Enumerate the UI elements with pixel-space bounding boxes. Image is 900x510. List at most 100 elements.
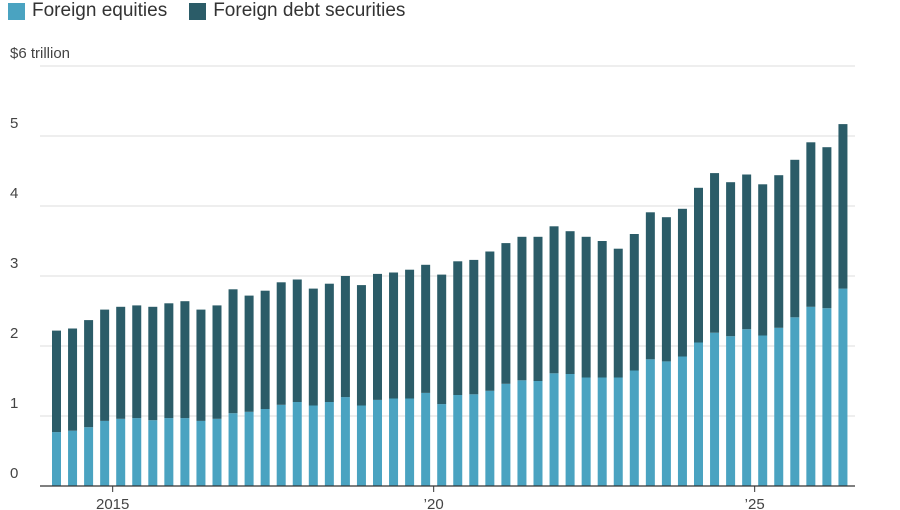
- bar-foreign-equities: [838, 288, 848, 486]
- bar-foreign-equities: [469, 394, 479, 486]
- bar-foreign-debt-securities: [308, 288, 318, 406]
- bar-foreign-debt-securities: [469, 259, 479, 395]
- bar-foreign-equities: [421, 392, 431, 486]
- bar-foreign-debt-securities: [517, 236, 527, 381]
- bar-foreign-equities: [437, 404, 447, 486]
- bar-foreign-debt-securities: [212, 305, 222, 419]
- bar-foreign-equities: [148, 420, 158, 486]
- legend-label-foreign-equities: Foreign equities: [32, 0, 168, 21]
- bar-foreign-debt-securities: [373, 273, 382, 400]
- x-tick-label: 2015: [96, 496, 129, 510]
- bar-foreign-equities: [276, 404, 286, 486]
- bar-foreign-equities: [260, 409, 270, 486]
- y-tick-label: $6 trillion: [10, 45, 70, 62]
- bar-foreign-equities: [292, 402, 302, 486]
- bar-foreign-debt-securities: [68, 328, 78, 431]
- bar-foreign-equities: [485, 390, 495, 486]
- bar-foreign-debt-securities: [806, 142, 816, 307]
- bar-foreign-debt-securities: [437, 274, 447, 405]
- bar-foreign-debt-securities: [613, 248, 623, 378]
- y-tick-label: 3: [10, 255, 18, 272]
- bar-foreign-equities: [308, 405, 318, 486]
- bar-foreign-equities: [180, 418, 190, 486]
- bar-foreign-debt-securities: [324, 283, 334, 402]
- bar-foreign-debt-securities: [822, 147, 832, 309]
- bar-foreign-debt-securities: [694, 187, 703, 343]
- bar-foreign-equities: [677, 356, 687, 486]
- bar-foreign-equities: [822, 308, 832, 486]
- bar-foreign-debt-securities: [549, 226, 559, 374]
- bar-foreign-debt-securities: [52, 330, 61, 433]
- bar-foreign-debt-securities: [116, 306, 126, 419]
- bar-foreign-debt-securities: [501, 243, 511, 384]
- y-tick-label: 5: [10, 115, 18, 132]
- bar-foreign-debt-securities: [661, 217, 671, 362]
- bar-foreign-equities: [613, 377, 623, 486]
- bar-foreign-equities: [84, 427, 94, 486]
- bar-foreign-debt-securities: [180, 301, 190, 419]
- bar-foreign-debt-securities: [726, 182, 736, 337]
- bar-foreign-equities: [340, 397, 350, 486]
- bar-foreign-equities: [758, 335, 768, 486]
- bar-foreign-equities: [52, 432, 61, 486]
- bar-foreign-debt-securities: [196, 309, 206, 421]
- bar-foreign-debt-securities: [100, 309, 110, 421]
- grid-layer: [40, 65, 855, 417]
- bar-foreign-equities: [645, 359, 655, 486]
- bar-foreign-equities: [453, 395, 463, 486]
- bar-foreign-equities: [164, 418, 174, 486]
- bar-foreign-debt-securities: [645, 212, 655, 360]
- bar-foreign-debt-securities: [710, 173, 720, 333]
- bar-foreign-equities: [629, 370, 639, 486]
- bar-foreign-debt-securities: [228, 289, 238, 414]
- bar-foreign-debt-securities: [164, 303, 174, 419]
- bar-foreign-equities: [517, 380, 527, 486]
- bar-foreign-equities: [790, 317, 800, 486]
- bar-foreign-equities: [581, 377, 591, 486]
- bar-foreign-debt-securities: [742, 174, 752, 330]
- y-tick-label: 2: [10, 325, 18, 342]
- axis-layer: 0 1 2 3 4 5 $6 trillion 2015 ’20 ’25: [10, 45, 855, 510]
- bar-foreign-debt-securities: [790, 159, 800, 318]
- legend-swatch-foreign-equities: [8, 2, 25, 20]
- bar-foreign-debt-securities: [260, 290, 270, 409]
- bar-foreign-equities: [501, 383, 511, 486]
- bar-foreign-equities: [356, 405, 366, 486]
- y-tick-label: 1: [10, 395, 18, 412]
- bar-foreign-equities: [661, 361, 671, 486]
- legend-item-foreign-equities: Foreign equities: [8, 0, 167, 22]
- bar-foreign-debt-securities: [84, 320, 94, 428]
- bar-foreign-equities: [597, 377, 607, 486]
- bar-foreign-debt-securities: [758, 184, 768, 336]
- bar-foreign-debt-securities: [340, 276, 350, 398]
- bar-foreign-debt-securities: [148, 306, 158, 421]
- legend-label-foreign-debt-securities: Foreign debt securities: [213, 0, 406, 21]
- bar-foreign-debt-securities: [453, 261, 463, 395]
- bar-foreign-equities: [405, 398, 415, 486]
- bar-foreign-debt-securities: [533, 236, 543, 381]
- y-tick-label: 4: [10, 185, 18, 202]
- bar-foreign-debt-securities: [838, 124, 848, 289]
- bar-foreign-equities: [694, 342, 703, 486]
- bar-foreign-debt-securities: [389, 272, 399, 399]
- bar-foreign-debt-securities: [421, 264, 431, 393]
- bar-layer: [52, 124, 848, 486]
- bar-foreign-equities: [212, 418, 222, 486]
- bar-foreign-equities: [116, 418, 126, 486]
- bar-foreign-equities: [774, 327, 784, 486]
- bar-foreign-debt-securities: [132, 305, 142, 419]
- legend-item-foreign-debt-securities: Foreign debt securities: [189, 0, 405, 22]
- bar-foreign-equities: [806, 306, 816, 486]
- bar-foreign-equities: [228, 413, 238, 486]
- bar-foreign-debt-securities: [774, 175, 784, 328]
- y-tick-label: 0: [10, 465, 18, 482]
- bar-foreign-equities: [244, 411, 254, 486]
- x-tick-label: ’20: [424, 496, 444, 510]
- bar-foreign-debt-securities: [597, 241, 607, 378]
- bar-foreign-equities: [742, 329, 752, 486]
- bar-foreign-equities: [68, 430, 78, 486]
- bar-foreign-equities: [100, 420, 110, 486]
- bar-foreign-debt-securities: [565, 231, 575, 374]
- bar-foreign-equities: [549, 373, 559, 486]
